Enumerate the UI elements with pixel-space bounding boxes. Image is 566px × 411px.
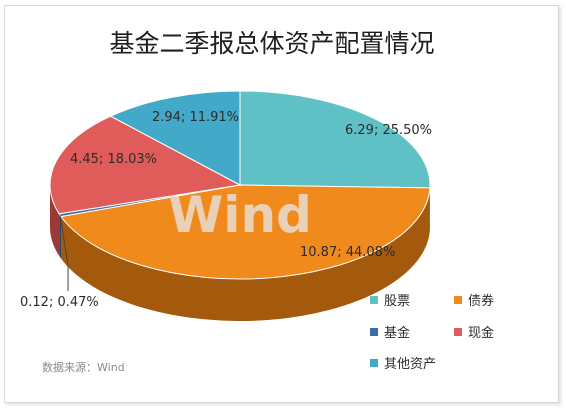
data-label-cash: 4.45; 18.03% (70, 152, 157, 167)
pie-slice-other-assets (109, 90, 241, 186)
pie-slice-cash (49, 115, 242, 215)
legend-label-bonds: 债券 (468, 293, 494, 309)
pie-side-bonds (60, 187, 430, 321)
legend-swatch-funds (370, 328, 378, 336)
legend-label-funds: 基金 (384, 325, 410, 341)
data-label-funds: 0.12; 0.47% (20, 295, 99, 310)
legend-label-cash: 现金 (468, 325, 494, 341)
legend-swatch-stocks (370, 296, 378, 304)
pie-side-cash (50, 185, 60, 256)
data-labels: 6.29; 25.50% 10.87; 44.08% 0.12; 0.47% 4.45… (20, 110, 432, 310)
pie-side-funds (59, 213, 61, 259)
data-label-bonds: 10.87; 44.08% (300, 245, 395, 260)
pie-slice-stocks (239, 90, 431, 189)
source-note: 数据来源：Wind (42, 360, 125, 374)
pie-slice-bonds (60, 184, 431, 280)
data-label-other-assets: 2.94; 11.91% (152, 110, 239, 125)
leader-line-funds (59, 215, 69, 291)
legend-swatch-other-assets (370, 359, 378, 367)
chart-title: 基金二季报总体资产配置情况 (109, 29, 434, 58)
watermark: Wind (168, 186, 312, 244)
legend-swatch-bonds (454, 296, 462, 304)
legend-label-stocks: 股票 (384, 294, 410, 309)
pie-sides (50, 185, 430, 321)
pie-slices (49, 90, 431, 280)
data-label-stocks: 6.29; 25.50% (345, 123, 432, 138)
legend-label-other-assets: 其他资产 (384, 357, 436, 372)
legend-swatch-cash (454, 328, 462, 336)
